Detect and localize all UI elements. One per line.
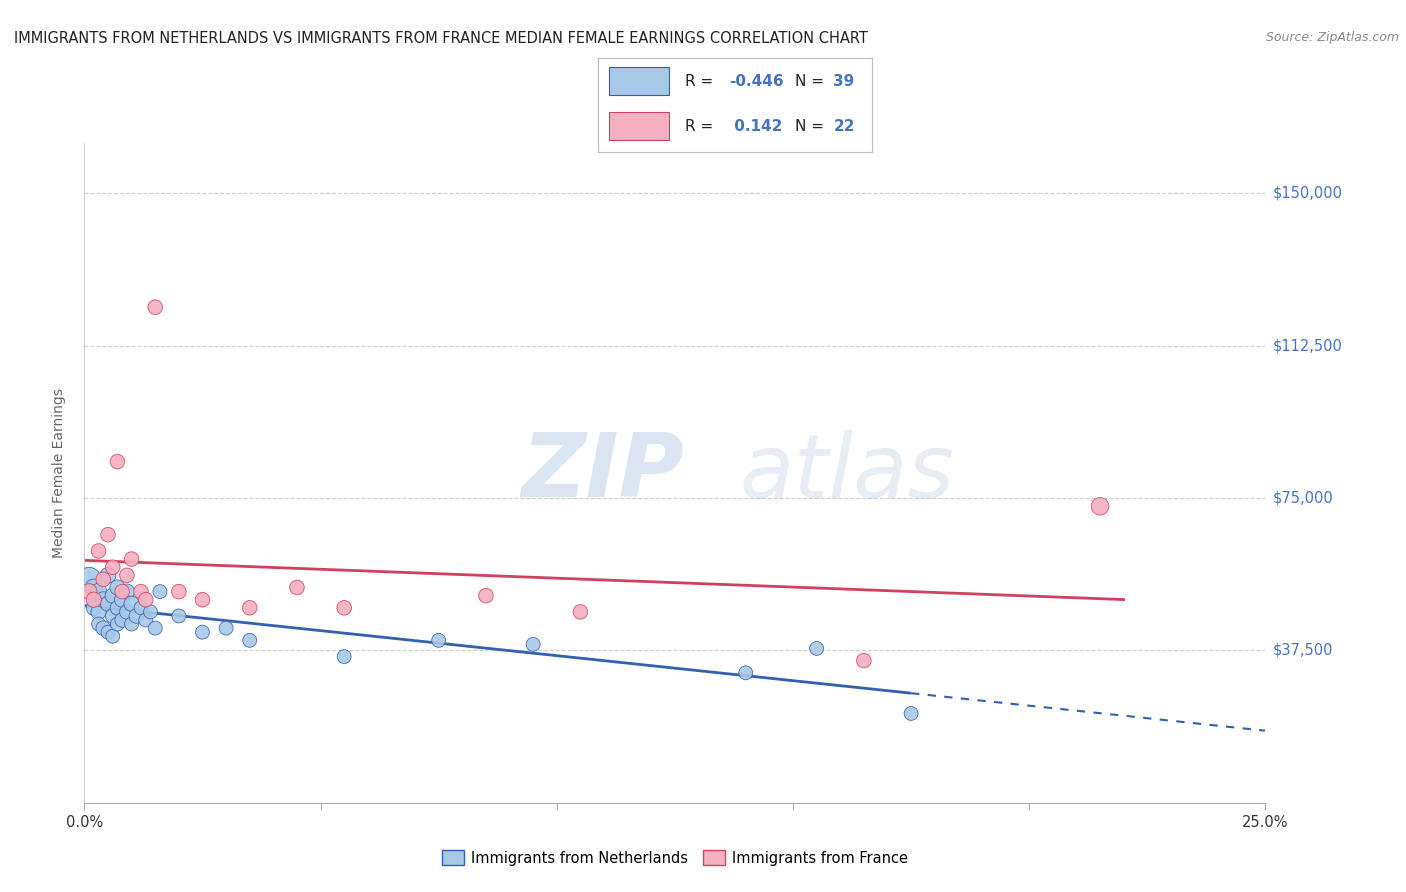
Point	[97, 597, 120, 611]
Point	[87, 617, 110, 632]
Legend: Immigrants from Netherlands, Immigrants from France: Immigrants from Netherlands, Immigrants …	[436, 845, 914, 871]
Text: R =: R =	[685, 74, 718, 89]
Point	[427, 633, 450, 648]
Point	[111, 592, 134, 607]
Point	[215, 621, 238, 635]
Point	[83, 581, 105, 595]
Bar	[609, 112, 669, 140]
Text: 22: 22	[834, 119, 855, 134]
Y-axis label: Median Female Earnings: Median Female Earnings	[52, 388, 66, 558]
Point	[239, 633, 262, 648]
Point	[121, 597, 143, 611]
Text: IMMIGRANTS FROM NETHERLANDS VS IMMIGRANTS FROM FRANCE MEDIAN FEMALE EARNINGS COR: IMMIGRANTS FROM NETHERLANDS VS IMMIGRANT…	[14, 31, 868, 46]
Text: $75,000: $75,000	[1272, 491, 1333, 506]
Text: 39: 39	[834, 74, 855, 89]
Bar	[609, 68, 669, 95]
Point	[139, 605, 162, 619]
Point	[149, 584, 172, 599]
Point	[121, 552, 143, 566]
Text: N =: N =	[794, 119, 828, 134]
Point	[97, 527, 120, 541]
Point	[129, 600, 152, 615]
Point	[83, 600, 105, 615]
Text: atlas: atlas	[740, 430, 955, 516]
Point	[115, 568, 138, 582]
Point	[125, 609, 148, 624]
Point	[111, 584, 134, 599]
Text: $37,500: $37,500	[1272, 643, 1333, 658]
Point	[143, 300, 166, 314]
Point	[97, 568, 120, 582]
Point	[167, 584, 190, 599]
Point	[87, 605, 110, 619]
Point	[107, 581, 129, 595]
Point	[569, 605, 592, 619]
Point	[143, 621, 166, 635]
Point	[333, 600, 356, 615]
Point	[91, 592, 114, 607]
Text: 0.142: 0.142	[730, 119, 783, 134]
Point	[91, 573, 114, 587]
Text: -0.446: -0.446	[730, 74, 783, 89]
Point	[101, 560, 124, 574]
Point	[97, 625, 120, 640]
Point	[285, 581, 308, 595]
Point	[101, 609, 124, 624]
Point	[87, 584, 110, 599]
Point	[129, 584, 152, 599]
Point	[91, 621, 114, 635]
Point	[806, 641, 828, 656]
Point	[83, 592, 105, 607]
Point	[1088, 500, 1111, 514]
Point	[107, 454, 129, 468]
Point	[734, 665, 756, 680]
Text: ZIP: ZIP	[522, 429, 685, 516]
Point	[77, 584, 100, 599]
Point	[135, 592, 157, 607]
Point	[191, 592, 214, 607]
Point	[115, 584, 138, 599]
Point	[239, 600, 262, 615]
Point	[87, 544, 110, 558]
Point	[107, 600, 129, 615]
Point	[475, 589, 498, 603]
Point	[107, 617, 129, 632]
Text: N =: N =	[794, 74, 828, 89]
Text: R =: R =	[685, 119, 718, 134]
Text: Source: ZipAtlas.com: Source: ZipAtlas.com	[1265, 31, 1399, 45]
Text: $112,500: $112,500	[1272, 338, 1343, 353]
Point	[333, 649, 356, 664]
Point	[522, 637, 544, 651]
Point	[191, 625, 214, 640]
Point	[121, 617, 143, 632]
Point	[101, 589, 124, 603]
Point	[77, 573, 100, 587]
Point	[852, 654, 875, 668]
Point	[167, 609, 190, 624]
Point	[900, 706, 922, 721]
Point	[115, 605, 138, 619]
Point	[111, 613, 134, 627]
Text: $150,000: $150,000	[1272, 186, 1343, 201]
Point	[101, 629, 124, 643]
Point	[135, 613, 157, 627]
